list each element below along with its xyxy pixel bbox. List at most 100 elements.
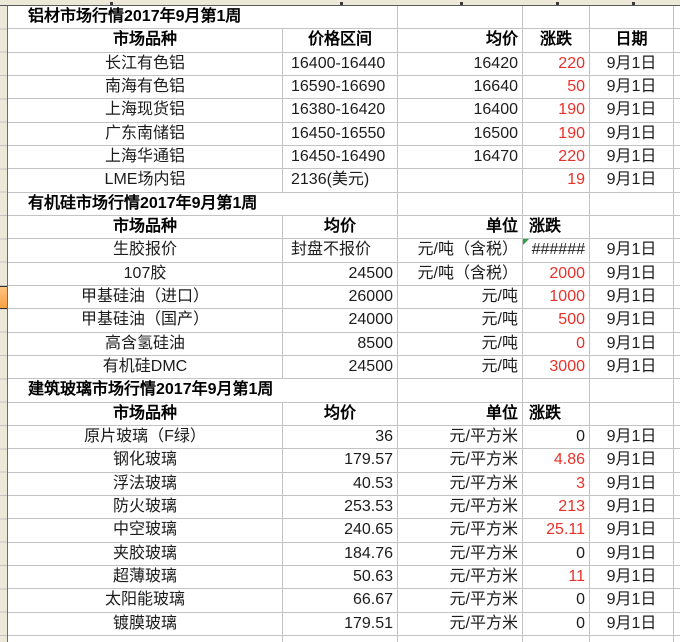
spreadsheet-cell[interactable] xyxy=(674,309,680,333)
spreadsheet-cell[interactable] xyxy=(674,519,680,543)
section-title-cell[interactable]: 有机硅市场行情2017年9月第1周 xyxy=(8,192,398,216)
spreadsheet-cell[interactable]: 66.67 xyxy=(283,589,398,613)
spreadsheet-cell[interactable] xyxy=(674,169,680,193)
spreadsheet-cell[interactable]: 元/平方米 xyxy=(398,449,523,473)
spreadsheet-cell[interactable] xyxy=(674,76,680,100)
spreadsheet-cell[interactable]: 0 xyxy=(523,425,590,450)
spreadsheet-cell[interactable]: 元/吨（含税） xyxy=(398,239,523,263)
spreadsheet-cell[interactable] xyxy=(523,379,590,403)
spreadsheet-cell[interactable]: 16640 xyxy=(398,75,523,100)
spreadsheet-cell[interactable] xyxy=(590,192,674,216)
spreadsheet-cell[interactable] xyxy=(674,53,680,76)
spreadsheet-cell[interactable]: 南海有色铝 xyxy=(8,75,283,100)
spreadsheet-cell[interactable] xyxy=(398,379,523,403)
spreadsheet-cell[interactable] xyxy=(283,635,398,642)
spreadsheet-cell[interactable]: 1000 xyxy=(523,285,590,310)
spreadsheet-cell[interactable]: 镀膜玻璃 xyxy=(8,612,283,636)
spreadsheet-cell[interactable]: 0 xyxy=(523,542,590,566)
spreadsheet-cell[interactable]: 9月1日 xyxy=(590,52,674,76)
spreadsheet-cell[interactable]: 16420 xyxy=(398,52,523,76)
spreadsheet-cell[interactable]: 11 xyxy=(523,565,590,590)
spreadsheet-cell[interactable] xyxy=(398,192,523,216)
spreadsheet-cell[interactable]: 上海现货铝 xyxy=(8,99,283,123)
spreadsheet-cell[interactable]: 107胶 xyxy=(8,262,283,286)
spreadsheet-cell[interactable]: 甲基硅油（进口） xyxy=(8,285,283,310)
spreadsheet-cell[interactable] xyxy=(674,613,680,636)
spreadsheet-cell[interactable]: 甲基硅油（国产） xyxy=(8,309,283,333)
spreadsheet-cell[interactable]: 9月1日 xyxy=(590,332,674,356)
spreadsheet-cell[interactable]: 26000 xyxy=(283,285,398,310)
section-title-cell[interactable]: 建筑玻璃市场行情2017年9月第1周 xyxy=(8,379,398,403)
spreadsheet-cell[interactable] xyxy=(590,379,674,403)
section-title-cell[interactable]: 铝材市场行情2017年9月第1周 xyxy=(8,6,398,30)
header-cell[interactable]: 价格区间 xyxy=(283,29,398,53)
spreadsheet-cell[interactable] xyxy=(674,333,680,356)
spreadsheet-cell[interactable]: 24500 xyxy=(283,355,398,380)
spreadsheet-cell[interactable]: 钢化玻璃 xyxy=(8,449,283,473)
spreadsheet-cell[interactable] xyxy=(674,123,680,146)
spreadsheet-cell[interactable]: 16400 xyxy=(398,99,523,123)
header-cell[interactable]: 日期 xyxy=(590,29,674,53)
spreadsheet-cell[interactable]: 253.53 xyxy=(283,495,398,520)
spreadsheet-cell[interactable]: 190 xyxy=(523,122,590,146)
header-cell[interactable]: 涨跌 xyxy=(523,29,590,53)
spreadsheet-cell[interactable] xyxy=(674,29,680,53)
spreadsheet-cell[interactable]: ###### xyxy=(523,239,590,263)
spreadsheet-cell[interactable]: 元/平方米 xyxy=(398,542,523,566)
spreadsheet-cell[interactable]: 9月1日 xyxy=(590,542,674,566)
spreadsheet-cell[interactable]: 9月1日 xyxy=(590,309,674,333)
spreadsheet-cell[interactable]: 4.86 xyxy=(523,449,590,473)
active-row-indicator[interactable] xyxy=(0,286,7,310)
spreadsheet-cell[interactable]: 9月1日 xyxy=(590,122,674,146)
spreadsheet-cell[interactable]: 16470 xyxy=(398,145,523,170)
spreadsheet-cell[interactable]: 生胶报价 xyxy=(8,239,283,263)
header-cell[interactable] xyxy=(590,215,674,240)
spreadsheet-cell[interactable]: 9月1日 xyxy=(590,565,674,590)
spreadsheet-cell[interactable] xyxy=(674,379,680,403)
spreadsheet-cell[interactable]: 2000 xyxy=(523,262,590,286)
header-cell[interactable]: 单位 xyxy=(398,402,523,426)
header-cell[interactable]: 均价 xyxy=(398,29,523,53)
header-cell[interactable]: 涨跌 xyxy=(523,402,590,426)
spreadsheet-cell[interactable] xyxy=(590,635,674,642)
spreadsheet-cell[interactable] xyxy=(590,6,674,30)
spreadsheet-cell[interactable] xyxy=(674,193,680,216)
spreadsheet-cell[interactable]: 夹胶玻璃 xyxy=(8,542,283,566)
spreadsheet-cell[interactable]: 16400-16440 xyxy=(283,52,398,76)
spreadsheet-cell[interactable]: 有机硅DMC xyxy=(8,355,283,380)
spreadsheet-cell[interactable]: 24000 xyxy=(283,309,398,333)
spreadsheet-cell[interactable] xyxy=(8,635,283,642)
spreadsheet-cell[interactable]: 8500 xyxy=(283,332,398,356)
spreadsheet-cell[interactable]: 16450-16490 xyxy=(283,145,398,170)
header-cell[interactable]: 市场品种 xyxy=(8,402,283,426)
header-cell[interactable]: 单位 xyxy=(398,215,523,240)
spreadsheet-cell[interactable] xyxy=(398,6,523,30)
spreadsheet-cell[interactable] xyxy=(674,449,680,473)
spreadsheet-cell[interactable]: 浮法玻璃 xyxy=(8,472,283,496)
column-header-strip[interactable] xyxy=(0,0,680,6)
spreadsheet-cell[interactable]: 3000 xyxy=(523,355,590,380)
row-header-strip[interactable] xyxy=(0,6,8,642)
spreadsheet-cell[interactable] xyxy=(523,192,590,216)
spreadsheet-cell[interactable] xyxy=(674,496,680,520)
spreadsheet-cell[interactable]: 16500 xyxy=(398,122,523,146)
spreadsheet-cell[interactable]: 9月1日 xyxy=(590,75,674,100)
spreadsheet-cell[interactable]: 9月1日 xyxy=(590,99,674,123)
header-cell[interactable]: 市场品种 xyxy=(8,215,283,240)
spreadsheet-cell[interactable] xyxy=(674,566,680,590)
spreadsheet-cell[interactable] xyxy=(674,636,680,642)
spreadsheet-cell[interactable]: 9月1日 xyxy=(590,472,674,496)
spreadsheet-cell[interactable]: 元/吨 xyxy=(398,332,523,356)
spreadsheet-cell[interactable]: 中空玻璃 xyxy=(8,519,283,543)
spreadsheet-cell[interactable] xyxy=(674,543,680,566)
spreadsheet-cell[interactable]: 9月1日 xyxy=(590,589,674,613)
spreadsheet-cell[interactable]: 元/平方米 xyxy=(398,589,523,613)
spreadsheet-cell[interactable]: 元/平方米 xyxy=(398,519,523,543)
spreadsheet-cell[interactable]: 防火玻璃 xyxy=(8,495,283,520)
spreadsheet-cell[interactable]: 16380-16420 xyxy=(283,99,398,123)
spreadsheet-cell[interactable]: 240.65 xyxy=(283,519,398,543)
spreadsheet-cell[interactable]: 9月1日 xyxy=(590,519,674,543)
spreadsheet-cell[interactable] xyxy=(674,286,680,310)
spreadsheet-cell[interactable]: 9月1日 xyxy=(590,285,674,310)
spreadsheet-cell[interactable]: 179.57 xyxy=(283,449,398,473)
